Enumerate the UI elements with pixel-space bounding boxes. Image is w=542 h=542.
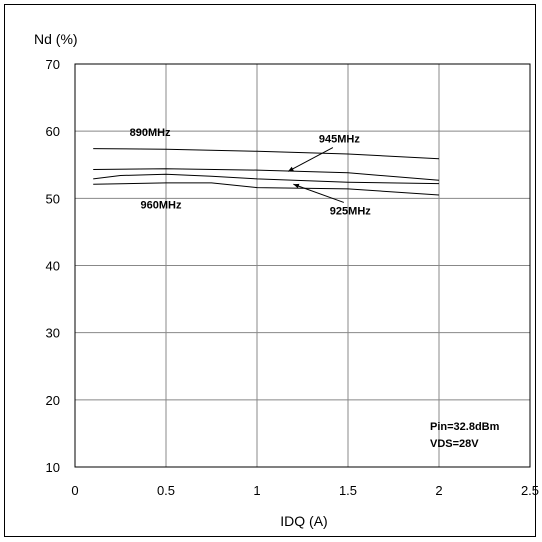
x-axis-label: IDQ (A) — [280, 513, 327, 529]
x-tick-label: 2.5 — [521, 483, 539, 498]
series-line-925mhz — [93, 182, 440, 196]
x-tick-label: 1 — [253, 483, 260, 498]
series-label-925mhz: 925MHz — [330, 205, 371, 217]
series-group — [93, 148, 440, 196]
y-tick-label: 30 — [46, 326, 60, 341]
series-line-960mhz — [93, 173, 440, 185]
plot-area-border — [74, 63, 531, 468]
y-tick-labels: 10 20 30 40 50 60 70 — [46, 57, 60, 475]
annotation-arrow — [287, 147, 334, 172]
series-label-945mhz: 945MHz — [319, 134, 360, 146]
y-tick-label: 50 — [46, 191, 60, 206]
x-tick-labels: 0 0.5 1 1.5 2 2.5 — [71, 483, 539, 498]
annotations: 890MHz 945MHz 960MHz 925MHz — [130, 127, 372, 218]
x-tick-label: 0 — [71, 483, 78, 498]
arrow-head — [287, 166, 294, 172]
y-tick-label: 60 — [46, 124, 60, 139]
y-tick-label: 70 — [46, 57, 60, 72]
chart-frame — [4, 4, 536, 537]
y-tick-label: 10 — [46, 460, 60, 475]
y-tick-label: 40 — [46, 259, 60, 274]
arrow-head — [293, 183, 300, 189]
series-line-945mhz — [93, 168, 440, 181]
y-tick-label: 20 — [46, 393, 60, 408]
series-label-960mhz: 960MHz — [141, 199, 182, 211]
note-vds: VDS=28V — [430, 438, 479, 450]
x-tick-label: 1.5 — [339, 483, 357, 498]
x-tick-label: 0.5 — [157, 483, 175, 498]
series-label-890mhz: 890MHz — [130, 127, 171, 139]
annotation-arrow — [293, 183, 344, 203]
series-line-890mhz — [93, 148, 440, 160]
y-axis-label: Nd (%) — [34, 31, 78, 47]
note-pin: Pin=32.8dBm — [430, 421, 500, 433]
x-tick-label: 2 — [435, 483, 442, 498]
grid — [74, 63, 531, 468]
